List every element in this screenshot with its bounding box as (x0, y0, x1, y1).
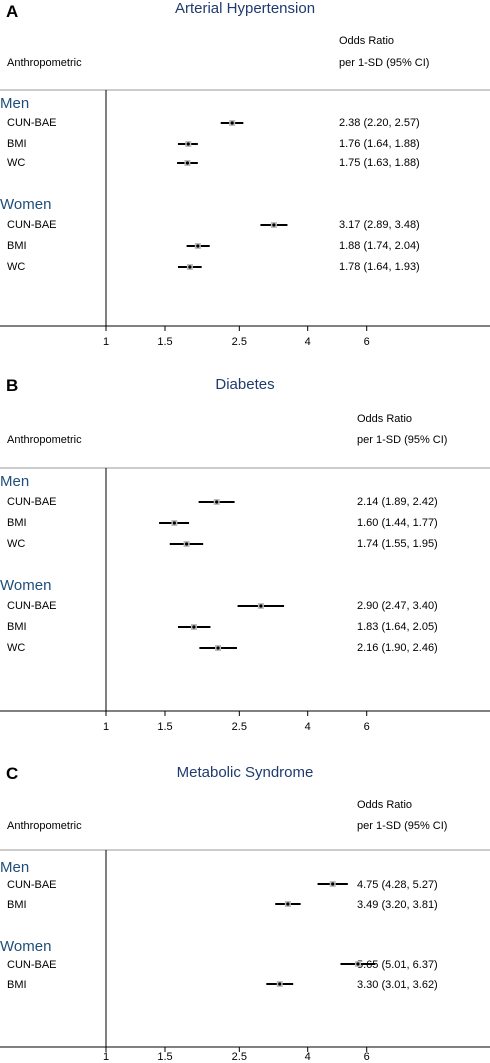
or-annotation: 1.78 (1.64, 1.93) (339, 261, 420, 273)
panel-letter: B (6, 376, 19, 395)
estimate-point (184, 542, 189, 546)
or-annotation: 2.16 (1.90, 2.46) (357, 642, 438, 654)
estimate-point (286, 902, 290, 906)
col-header-left: Anthropometric (7, 434, 82, 446)
row-label: WC (7, 261, 26, 273)
x-tick-label: 1 (103, 336, 109, 348)
estimate-point (172, 521, 176, 525)
or-annotation: 3.17 (2.89, 3.48) (339, 219, 420, 231)
or-annotation: 2.14 (1.89, 2.42) (357, 496, 438, 508)
col-header-left: Anthropometric (7, 57, 82, 69)
forest-plot: 1 1.5 2.5 4 6 (0, 89, 490, 348)
panel-a: A Arterial Hypertension Odds Ratio Anthr… (0, 0, 490, 360)
estimate-point (331, 882, 335, 886)
x-tick-label: 1.5 (157, 721, 172, 733)
row-label: CUN-BAE (7, 117, 57, 129)
or-annotation: 3.49 (3.20, 3.81) (357, 899, 438, 911)
group-label-men: Men (0, 859, 30, 876)
estimate-point (188, 265, 192, 269)
row-label: WC (7, 642, 26, 654)
panel-title: Metabolic Syndrome (176, 764, 314, 781)
panel-title: Arterial Hypertension (174, 0, 316, 17)
x-tick-label: 1.5 (157, 336, 172, 348)
estimate-point (192, 625, 196, 629)
row-label: CUN-BAE (7, 496, 57, 508)
or-annotation: 1.75 (1.63, 1.88) (339, 157, 420, 169)
or-annotation: 3.30 (3.01, 3.62) (357, 979, 438, 991)
row-label: BMI (7, 979, 27, 991)
or-annotation: 1.83 (1.64, 2.05) (357, 621, 438, 633)
row-label: BMI (7, 621, 27, 633)
panel-letter: A (6, 2, 19, 21)
estimate-point (186, 142, 190, 146)
estimate-point (185, 161, 190, 165)
row-label: WC (7, 538, 26, 550)
x-tick-label: 6 (364, 721, 370, 733)
or-annotation: 5.65 (5.01, 6.37) (357, 959, 438, 971)
panel-title: Diabetes (215, 376, 275, 393)
x-tick-label: 2.5 (232, 1051, 247, 1063)
x-tick-label: 2.5 (232, 336, 247, 348)
or-annotation: 2.38 (2.20, 2.57) (339, 117, 420, 129)
group-label-women: Women (0, 938, 52, 955)
row-label: CUN-BAE (7, 219, 57, 231)
group-label-women: Women (0, 196, 52, 213)
row-label: BMI (7, 899, 27, 911)
estimate-point (278, 982, 282, 986)
x-tick-label: 1 (103, 1051, 109, 1063)
col-header-left: Anthropometric (7, 820, 82, 832)
x-tick-label: 1.5 (157, 1051, 172, 1063)
col-header-right-2: per 1-SD (95% CI) (357, 820, 448, 832)
x-tick-label: 4 (305, 721, 311, 733)
col-header-right-1: Odds Ratio (339, 35, 395, 47)
x-tick-label: 6 (364, 1051, 370, 1063)
x-tick-label: 2.5 (232, 721, 247, 733)
or-annotation: 1.76 (1.64, 1.88) (339, 138, 420, 150)
group-label-men: Men (0, 473, 30, 490)
estimate-point (356, 962, 360, 966)
x-tick-label: 4 (305, 1051, 311, 1063)
panel-letter: C (6, 764, 19, 783)
row-label: CUN-BAE (7, 600, 57, 612)
estimate-point (216, 646, 220, 650)
forest-plot: 1 1.5 2.5 4 6 (0, 467, 490, 733)
col-header-right-2: per 1-SD (95% CI) (339, 57, 430, 69)
row-label: WC (7, 157, 26, 169)
x-tick-label: 4 (305, 336, 311, 348)
or-annotation: 1.88 (1.74, 2.04) (339, 240, 420, 252)
row-label: BMI (7, 517, 27, 529)
col-header-right-2: per 1-SD (95% CI) (357, 434, 448, 446)
x-tick-label: 1 (103, 721, 109, 733)
col-header-right-1: Odds Ratio (357, 413, 413, 425)
or-annotation: 2.90 (2.47, 3.40) (357, 600, 438, 612)
or-annotation: 1.60 (1.44, 1.77) (357, 517, 438, 529)
estimate-point (259, 604, 263, 608)
row-label: BMI (7, 240, 27, 252)
panel-b: B Diabetes Odds Ratio Anthropometric per… (0, 376, 490, 733)
or-annotation: 4.75 (4.28, 5.27) (357, 879, 438, 891)
x-tick-label: 6 (364, 336, 370, 348)
row-label: CUN-BAE (7, 959, 57, 971)
estimate-point (230, 121, 234, 125)
col-header-right-1: Odds Ratio (357, 799, 413, 811)
estimate-point (272, 223, 276, 227)
group-label-men: Men (0, 95, 30, 112)
group-label-women: Women (0, 577, 52, 594)
row-label: BMI (7, 138, 27, 150)
estimate-point (196, 244, 200, 248)
or-annotation: 1.74 (1.55, 1.95) (357, 538, 438, 550)
row-label: CUN-BAE (7, 879, 57, 891)
estimate-point (215, 500, 219, 504)
